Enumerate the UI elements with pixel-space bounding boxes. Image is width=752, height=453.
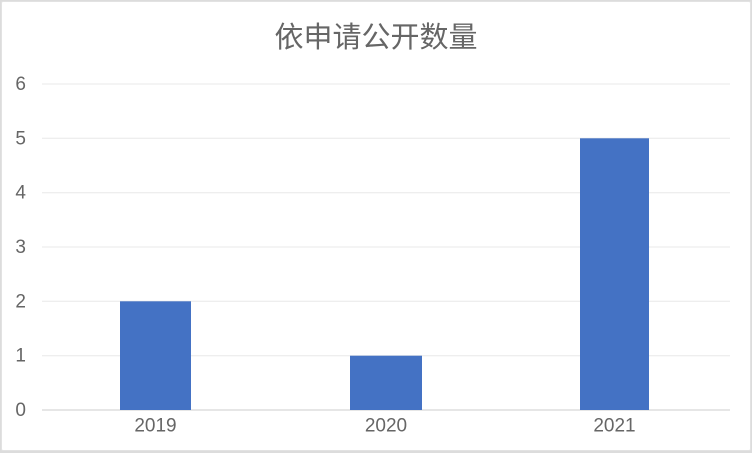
svg-text:6: 6 <box>15 74 26 95</box>
svg-text:5: 5 <box>15 128 26 149</box>
svg-text:1: 1 <box>15 346 26 367</box>
svg-text:2020: 2020 <box>365 416 407 437</box>
svg-text:4: 4 <box>15 183 26 204</box>
svg-text:2019: 2019 <box>134 416 176 437</box>
svg-text:3: 3 <box>15 237 26 258</box>
svg-text:2: 2 <box>15 291 26 312</box>
svg-text:2021: 2021 <box>593 416 635 437</box>
svg-text:0: 0 <box>15 400 26 421</box>
